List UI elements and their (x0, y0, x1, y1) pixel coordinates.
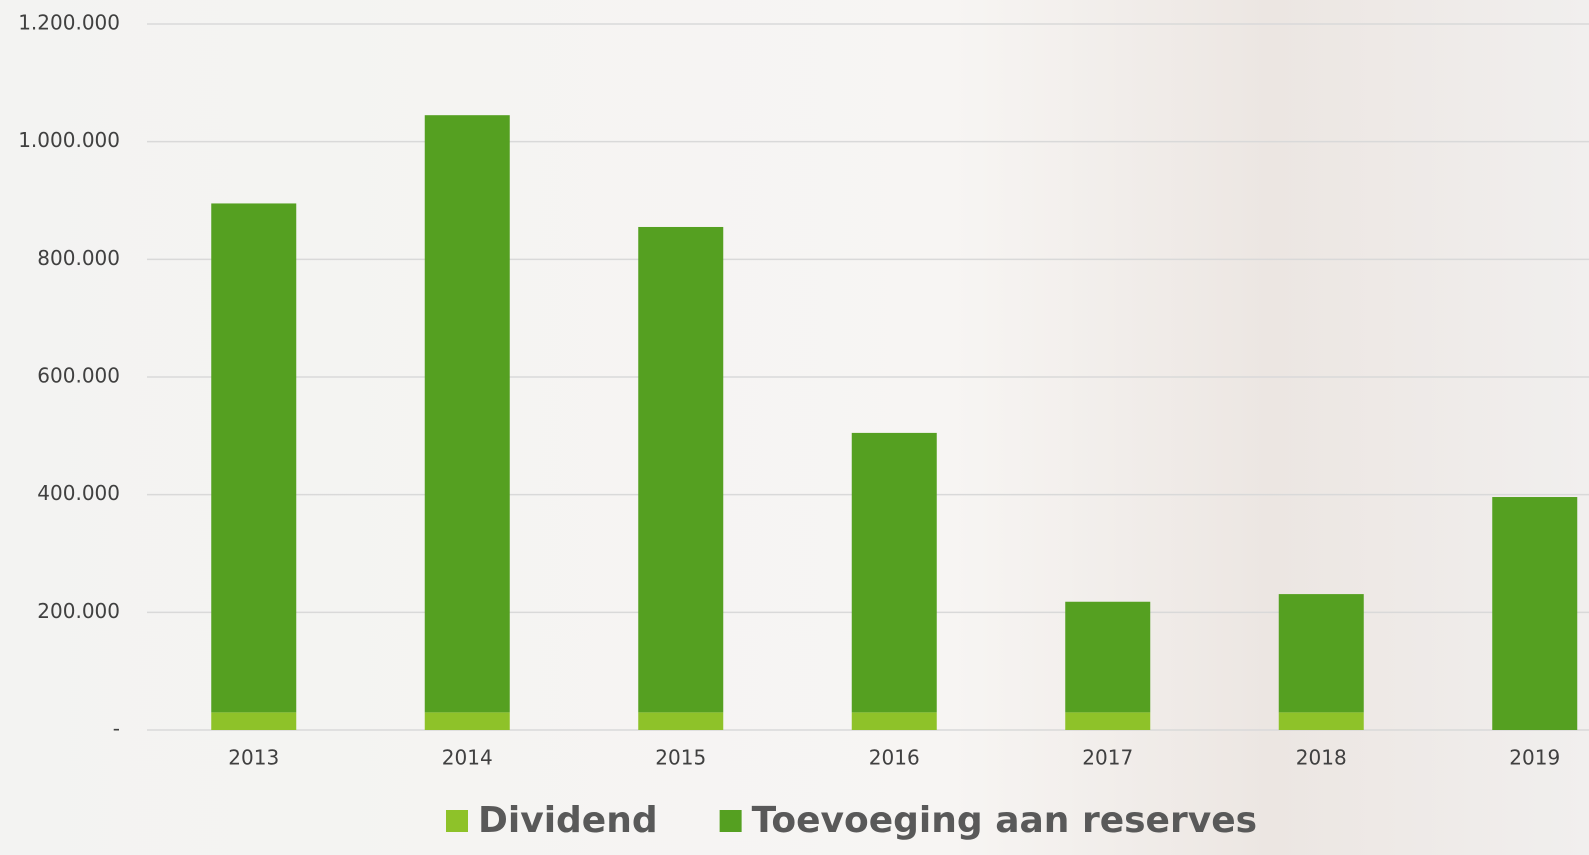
x-tick-label: 2019 (1509, 746, 1560, 770)
y-tick-label: 1.200.000 (18, 11, 120, 35)
bar-segment (424, 115, 510, 713)
bar-segment (1065, 712, 1151, 730)
legend-text: Dividend (478, 800, 658, 841)
bar-segment (638, 712, 724, 730)
y-tick-label: 800.000 (37, 246, 120, 270)
legend-text: Toevoeging aan reserves (752, 800, 1257, 841)
x-tick-label: 2017 (1082, 746, 1133, 770)
bar-segment (638, 226, 724, 713)
legend-swatch (719, 810, 742, 832)
bar-segment (1278, 712, 1364, 730)
bar-segment (1278, 594, 1364, 713)
legend-swatch (446, 810, 468, 832)
x-tick-label: 2018 (1296, 746, 1347, 770)
y-tick-label: 600.000 (37, 364, 120, 388)
bar-segment (851, 712, 937, 730)
y-tick-label: 1.000.000 (18, 128, 120, 152)
bar-segment (211, 712, 297, 730)
x-tick-label: 2013 (228, 746, 279, 770)
x-tick-label: 2015 (655, 746, 706, 770)
bar-segment (211, 203, 297, 713)
bar-segment (1065, 601, 1151, 713)
x-tick-label: 2016 (869, 746, 920, 770)
y-tick-label: 200.000 (37, 599, 120, 623)
y-tick-label: 400.000 (37, 481, 120, 505)
x-tick-label: 2014 (442, 746, 493, 770)
bar-segment (424, 712, 510, 730)
bar-segment (1492, 497, 1578, 730)
y-tick-label: - (113, 717, 120, 741)
bar-segment (851, 432, 937, 713)
